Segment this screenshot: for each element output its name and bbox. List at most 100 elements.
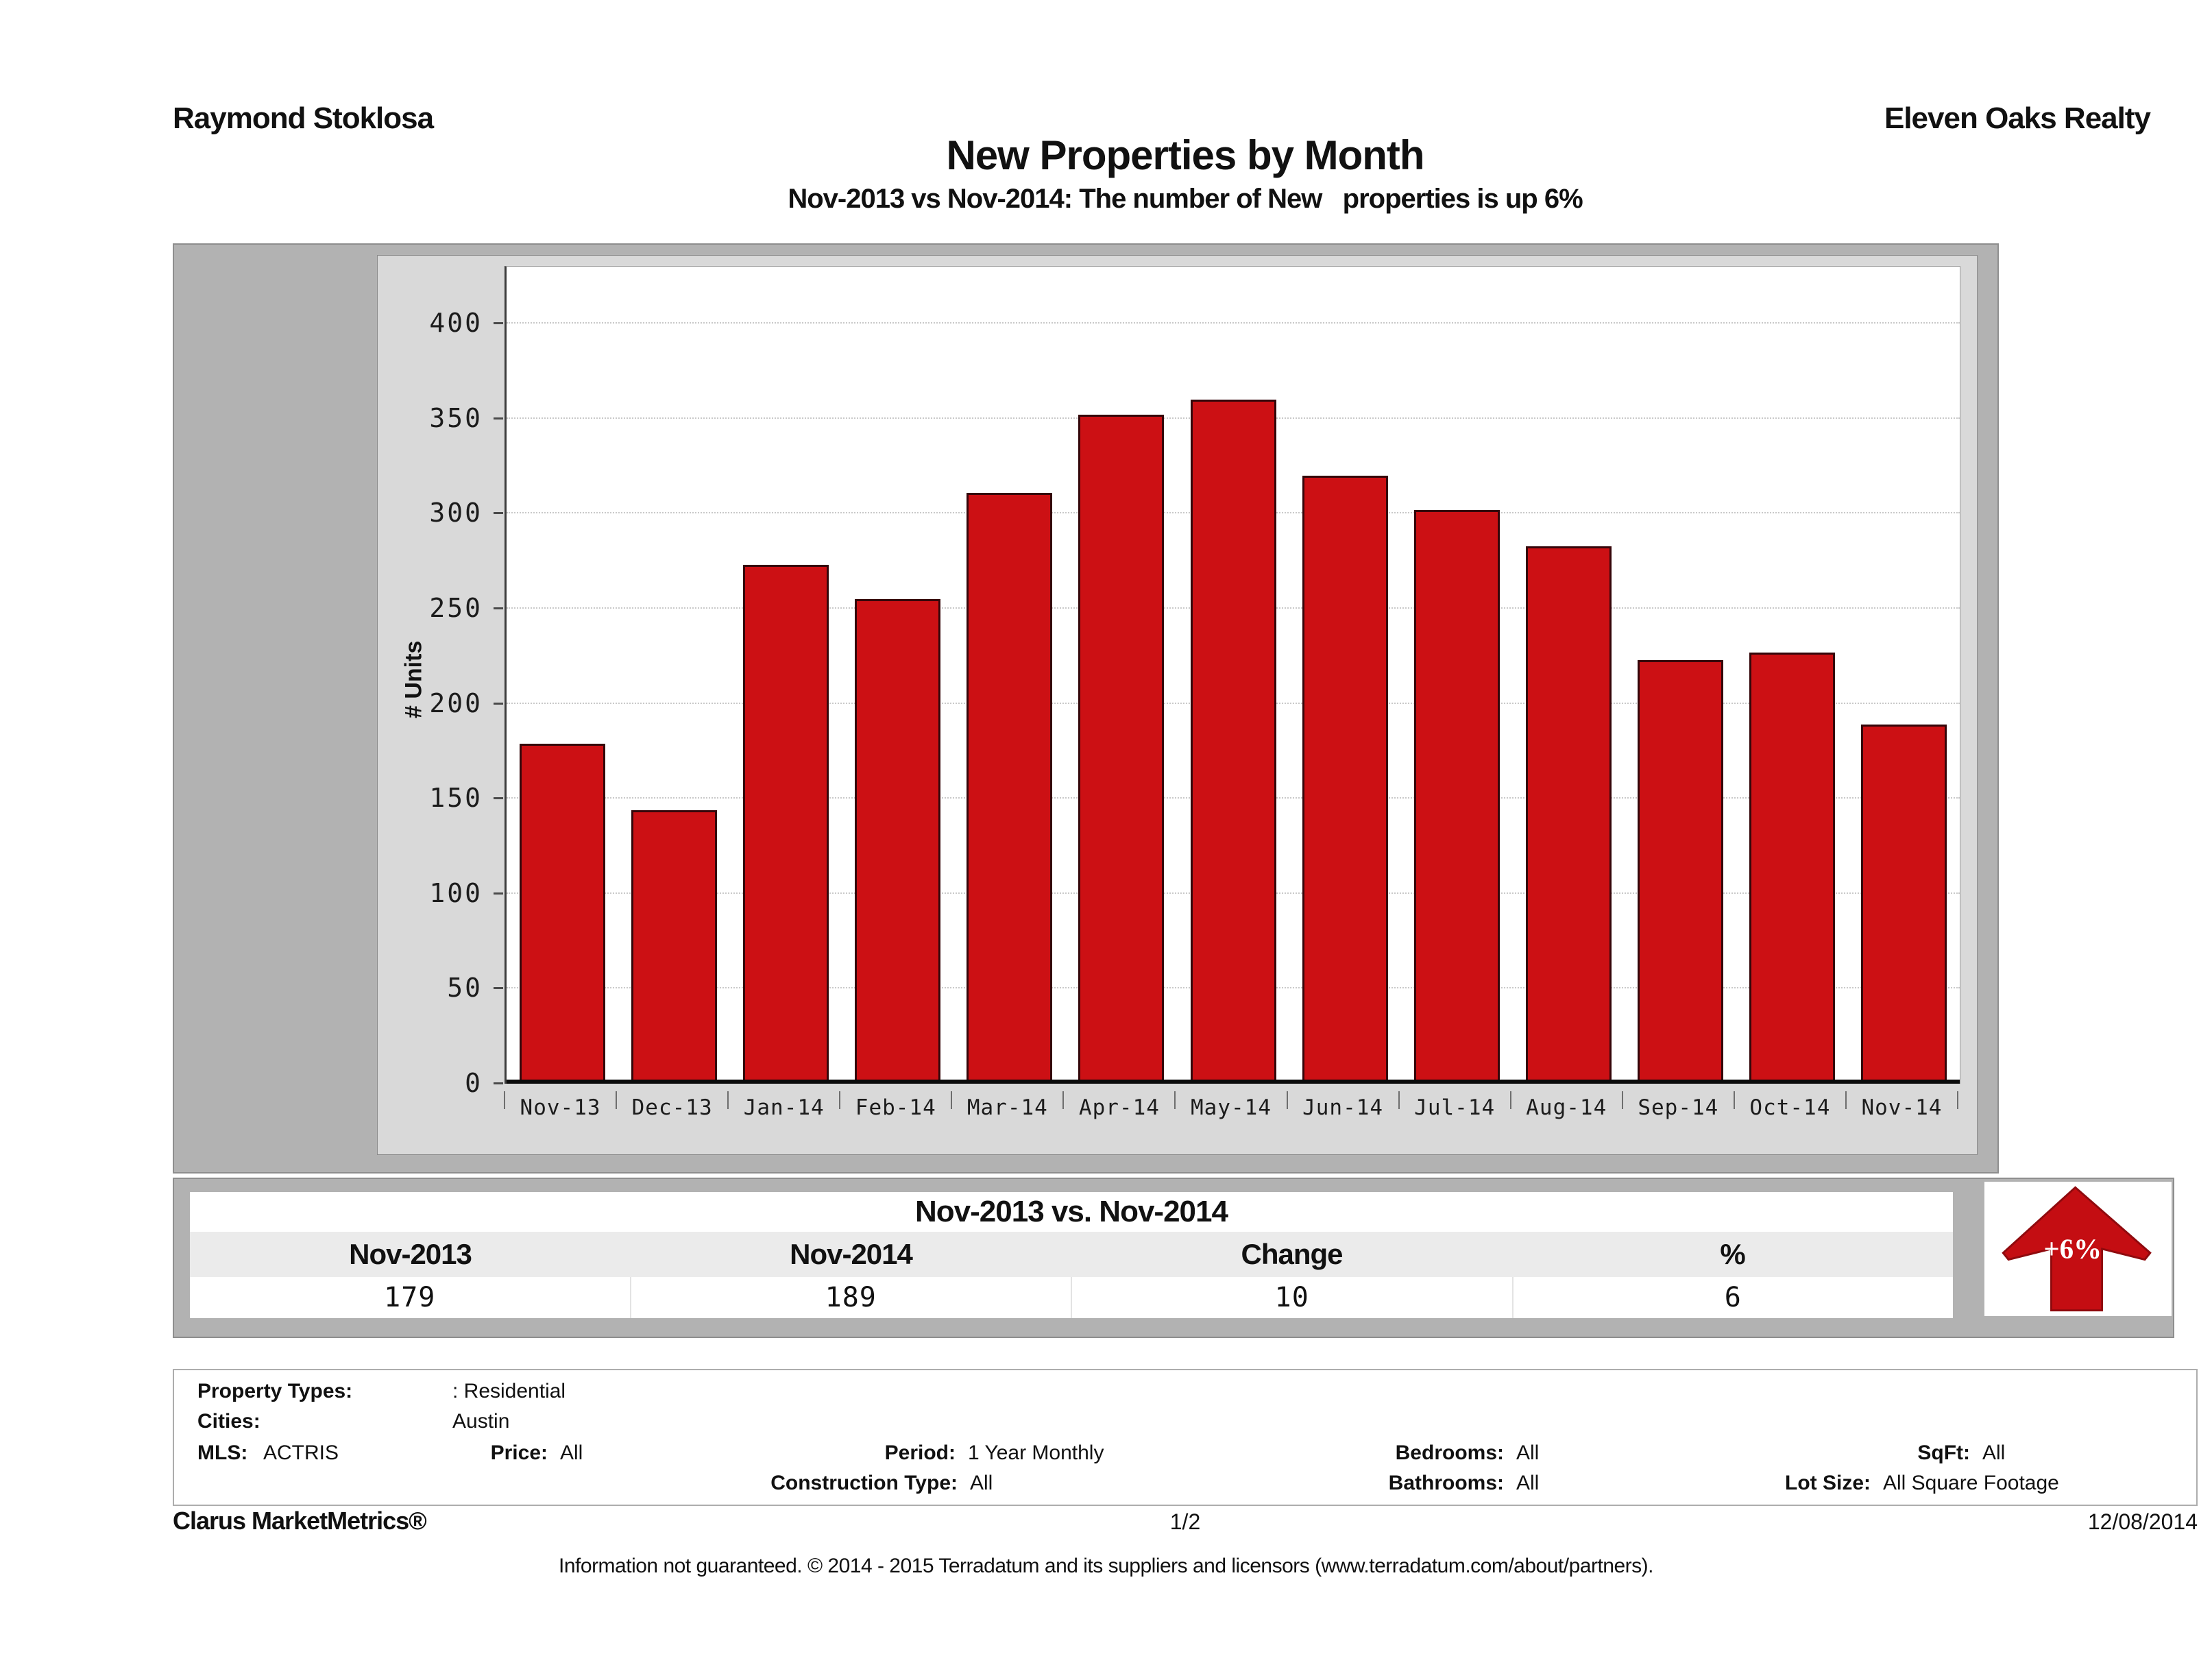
bar-slot-Dec-13	[618, 267, 730, 1084]
bar-Dec-13	[631, 810, 718, 1084]
x-tick-label-Apr-14: Apr-14	[1078, 1095, 1160, 1120]
gridline-400	[507, 322, 1960, 324]
x-tick-mark	[1509, 1091, 1511, 1109]
plot-area	[505, 266, 1960, 1084]
filter-value: All	[1516, 1442, 1540, 1464]
filter-value: : Residential	[452, 1380, 566, 1402]
comparison-col-header: Nov-2014	[790, 1238, 913, 1270]
x-tick-mark	[616, 1091, 618, 1109]
x-tick-mark	[1174, 1091, 1176, 1109]
y-tick-label: 400	[429, 308, 483, 339]
bar-slot-Apr-14	[1065, 267, 1177, 1084]
x-tick-mark	[727, 1091, 729, 1109]
filter-value: All Square Footage	[1883, 1472, 2059, 1494]
x-tick-label-Oct-14: Oct-14	[1749, 1095, 1831, 1120]
filter-label: Property Types:	[197, 1380, 353, 1402]
filter-label: MLS:	[197, 1442, 248, 1464]
y-tick-mark	[494, 892, 503, 895]
x-axis-line	[507, 1080, 1960, 1084]
chart-panel: # Units 0 50 100 150 200 250 300 350 400 Nov-13 De…	[173, 243, 1999, 1174]
y-tick-mark	[494, 797, 503, 800]
y-tick-label: 200	[429, 688, 483, 718]
bar-Jan-14	[743, 565, 829, 1084]
x-tick-label-Jul-14: Jul-14	[1414, 1095, 1496, 1120]
y-tick-label: 0	[465, 1068, 483, 1098]
bar-slot-Jun-14	[1289, 267, 1401, 1084]
x-tick-label-Aug-14: Aug-14	[1526, 1095, 1607, 1120]
bar-slot-Nov-13	[507, 267, 618, 1084]
chart-area: # Units 0 50 100 150 200 250 300 350 400 Nov-13 De…	[377, 255, 1978, 1155]
x-tick-label-Nov-13: Nov-13	[520, 1095, 601, 1120]
x-tick-mark	[951, 1091, 953, 1109]
y-tick-mark	[494, 1082, 503, 1084]
x-tick-label-Dec-13: Dec-13	[631, 1095, 713, 1120]
filter-label: Price:	[490, 1442, 548, 1464]
bar-slot-Jan-14	[730, 267, 842, 1084]
bar-May-14	[1190, 400, 1276, 1084]
filter-value: All	[970, 1472, 993, 1494]
company-name: Eleven Oaks Realty	[1884, 101, 2151, 135]
bar-slot-Oct-14	[1736, 267, 1848, 1084]
x-tick-label-May-14: May-14	[1191, 1095, 1272, 1120]
filter-label: Bedrooms:	[1395, 1442, 1504, 1464]
page-number: 1/2	[1169, 1509, 1201, 1534]
x-tick-mark	[1062, 1091, 1065, 1109]
y-tick-label: 100	[429, 877, 483, 908]
product-brand: Clarus MarketMetrics®	[173, 1507, 427, 1535]
x-tick-mark	[839, 1091, 841, 1109]
filter-value: 1 Year Monthly	[968, 1442, 1104, 1464]
filter-value: All	[1982, 1442, 2006, 1464]
x-tick-label-Sep-14: Sep-14	[1638, 1095, 1719, 1120]
x-tick-mark	[1621, 1091, 1623, 1109]
y-tick-mark	[494, 702, 503, 705]
x-axis-labels: Nov-13 Dec-13 Jan-14 Feb-14 Mar-14 Apr-14 May-…	[505, 1095, 1958, 1120]
filter-value: All	[1516, 1472, 1540, 1494]
comparison-col-header: Change	[1241, 1238, 1343, 1270]
x-tick-mark	[1957, 1091, 1958, 1109]
filter-value: ACTRIS	[263, 1442, 339, 1464]
y-tick-label: 300	[429, 498, 483, 528]
y-tick-mark	[494, 607, 503, 609]
trend-arrow-box: +6%	[1984, 1182, 2172, 1316]
y-tick-label: 250	[429, 592, 483, 623]
bar-slot-Aug-14	[1513, 267, 1625, 1084]
y-tick-mark	[494, 417, 503, 420]
comparison-col-value: 6	[1511, 1277, 1954, 1318]
bar-Jun-14	[1302, 475, 1388, 1084]
y-tick-mark	[494, 987, 503, 990]
bar-slot-Mar-14	[953, 267, 1065, 1084]
filter-value: Austin	[452, 1410, 510, 1433]
bar-Mar-14	[967, 492, 1053, 1084]
filter-label: Construction Type:	[770, 1472, 958, 1494]
comparison-title: Nov-2013 vs. Nov-2014	[190, 1192, 1953, 1232]
x-tick-mark	[1398, 1091, 1400, 1109]
y-tick-mark	[494, 512, 503, 515]
filter-label: Period:	[884, 1442, 956, 1464]
filter-label: Lot Size:	[1785, 1472, 1871, 1494]
bar-Aug-14	[1525, 546, 1612, 1084]
x-tick-label-Jan-14: Jan-14	[743, 1095, 825, 1120]
comparison-value-row: 179 189 10 6	[190, 1277, 1953, 1318]
bar-Jul-14	[1413, 509, 1500, 1084]
y-tick-label: 50	[447, 973, 483, 1004]
bar-slot-May-14	[1177, 267, 1289, 1084]
bar-Feb-14	[855, 599, 941, 1084]
page-title: New Properties by Month	[946, 132, 1424, 178]
disclaimer-text: Information not guaranteed. © 2014 - 201…	[559, 1555, 1653, 1577]
bar-Nov-13	[520, 743, 606, 1084]
bar-slot-Feb-14	[842, 267, 953, 1084]
y-tick-label: 350	[429, 402, 483, 433]
y-tick-mark	[494, 322, 503, 325]
x-tick-label-Jun-14: Jun-14	[1302, 1095, 1384, 1120]
bar-series	[507, 267, 1960, 1084]
x-tick-mark	[1733, 1091, 1735, 1109]
comparison-col-value: 189	[629, 1277, 1071, 1318]
filter-label: Cities:	[197, 1410, 260, 1433]
filter-label: SqFt:	[1917, 1442, 1970, 1464]
page-subtitle: Nov-2013 vs Nov-2014: The number of New …	[788, 184, 1583, 214]
x-tick-label-Nov-14: Nov-14	[1861, 1095, 1943, 1120]
comparison-col-value: 10	[1071, 1277, 1512, 1318]
x-tick-mark	[504, 1091, 505, 1109]
bar-slot-Jul-14	[1401, 267, 1513, 1084]
